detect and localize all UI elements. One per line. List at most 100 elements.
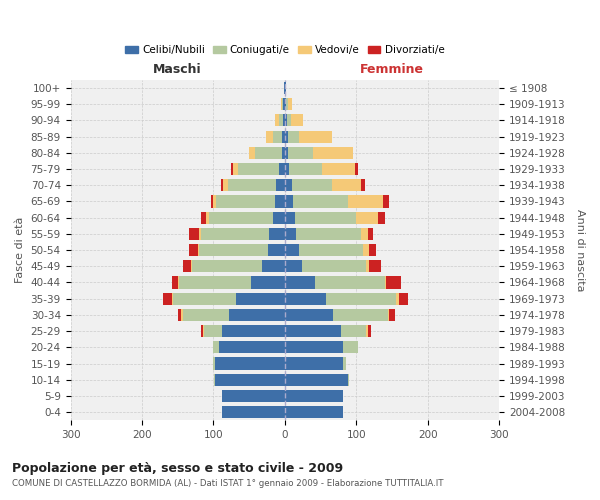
- Bar: [249, 146, 255, 159]
- Bar: [361, 228, 368, 240]
- Bar: [285, 374, 347, 386]
- Bar: [343, 341, 358, 353]
- Bar: [222, 406, 285, 418]
- Bar: [283, 98, 285, 110]
- Bar: [293, 196, 347, 207]
- Bar: [197, 244, 199, 256]
- Bar: [285, 212, 295, 224]
- Bar: [326, 292, 396, 305]
- Bar: [227, 179, 276, 192]
- Bar: [172, 292, 173, 305]
- Bar: [287, 98, 292, 110]
- Bar: [396, 292, 399, 305]
- Bar: [343, 358, 346, 370]
- Bar: [285, 179, 292, 192]
- Bar: [199, 244, 268, 256]
- Bar: [386, 276, 401, 288]
- Legend: Celibi/Nubili, Coniugati/e, Vedovi/e, Divorziati/e: Celibi/Nubili, Coniugati/e, Vedovi/e, Di…: [121, 41, 448, 59]
- Bar: [238, 163, 279, 175]
- Bar: [383, 196, 389, 207]
- Bar: [200, 212, 206, 224]
- Bar: [388, 309, 389, 321]
- Bar: [275, 196, 285, 207]
- Bar: [214, 341, 219, 353]
- Bar: [214, 374, 215, 386]
- Bar: [385, 276, 386, 288]
- Bar: [209, 212, 274, 224]
- Bar: [347, 374, 349, 386]
- Bar: [262, 260, 285, 272]
- Bar: [199, 228, 200, 240]
- Bar: [285, 276, 315, 288]
- Text: Maschi: Maschi: [154, 64, 202, 76]
- Bar: [215, 358, 285, 370]
- Text: COMUNE DI CASTELLAZZO BORMIDA (AL) - Dati ISTAT 1° gennaio 2009 - Elaborazione T: COMUNE DI CASTELLAZZO BORMIDA (AL) - Dat…: [12, 479, 443, 488]
- Bar: [191, 260, 192, 272]
- Bar: [219, 341, 285, 353]
- Bar: [230, 163, 233, 175]
- Bar: [285, 390, 343, 402]
- Bar: [366, 260, 369, 272]
- Bar: [236, 292, 285, 305]
- Bar: [299, 244, 364, 256]
- Bar: [222, 325, 285, 337]
- Bar: [184, 260, 191, 272]
- Bar: [285, 146, 287, 159]
- Bar: [211, 196, 214, 207]
- Bar: [215, 374, 285, 386]
- Bar: [274, 130, 282, 142]
- Bar: [389, 309, 395, 321]
- Bar: [296, 228, 361, 240]
- Bar: [285, 130, 287, 142]
- Bar: [283, 114, 285, 126]
- Bar: [179, 276, 251, 288]
- Bar: [203, 325, 204, 337]
- Bar: [274, 212, 285, 224]
- Bar: [189, 244, 197, 256]
- Text: Femmine: Femmine: [360, 64, 424, 76]
- Bar: [347, 196, 383, 207]
- Bar: [216, 196, 275, 207]
- Bar: [222, 390, 285, 402]
- Bar: [313, 146, 353, 159]
- Bar: [285, 406, 343, 418]
- Bar: [233, 163, 238, 175]
- Bar: [368, 228, 373, 240]
- Bar: [285, 309, 334, 321]
- Bar: [285, 114, 287, 126]
- Bar: [285, 341, 343, 353]
- Bar: [369, 244, 376, 256]
- Bar: [289, 163, 322, 175]
- Bar: [200, 228, 269, 240]
- Bar: [189, 228, 199, 240]
- Bar: [285, 228, 296, 240]
- Bar: [284, 82, 285, 94]
- Bar: [163, 292, 172, 305]
- Bar: [285, 163, 289, 175]
- Bar: [269, 228, 285, 240]
- Bar: [206, 212, 209, 224]
- Bar: [285, 98, 286, 110]
- Bar: [285, 196, 293, 207]
- Bar: [178, 309, 181, 321]
- Bar: [268, 244, 285, 256]
- Bar: [356, 212, 377, 224]
- Bar: [302, 260, 366, 272]
- Bar: [341, 325, 366, 337]
- Bar: [223, 179, 227, 192]
- Bar: [182, 309, 229, 321]
- Bar: [295, 212, 356, 224]
- Bar: [285, 260, 302, 272]
- Bar: [369, 260, 380, 272]
- Bar: [315, 276, 385, 288]
- Bar: [229, 309, 285, 321]
- Bar: [276, 179, 285, 192]
- Bar: [285, 358, 343, 370]
- Bar: [322, 163, 355, 175]
- Bar: [285, 292, 326, 305]
- Bar: [334, 309, 388, 321]
- Bar: [282, 98, 283, 110]
- Bar: [287, 130, 299, 142]
- Text: Popolazione per età, sesso e stato civile - 2009: Popolazione per età, sesso e stato civil…: [12, 462, 343, 475]
- Bar: [292, 179, 332, 192]
